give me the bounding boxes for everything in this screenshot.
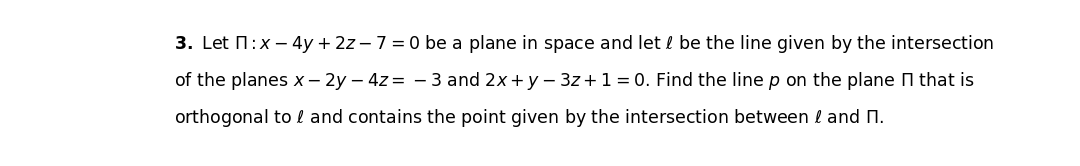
Text: $\mathbf{3.}$ Let $\Pi : x - 4y + 2z - 7 = 0$ be a plane in space and let $\ell$: $\mathbf{3.}$ Let $\Pi : x - 4y + 2z - 7… [174, 33, 995, 55]
Text: of the planes $x - 2y - 4z = -3$ and $2x + y - 3z + 1 = 0$. Find the line $p$ on: of the planes $x - 2y - 4z = -3$ and $2x… [174, 70, 975, 92]
Text: orthogonal to $\ell$ and contains the point given by the intersection between $\: orthogonal to $\ell$ and contains the po… [174, 107, 885, 129]
